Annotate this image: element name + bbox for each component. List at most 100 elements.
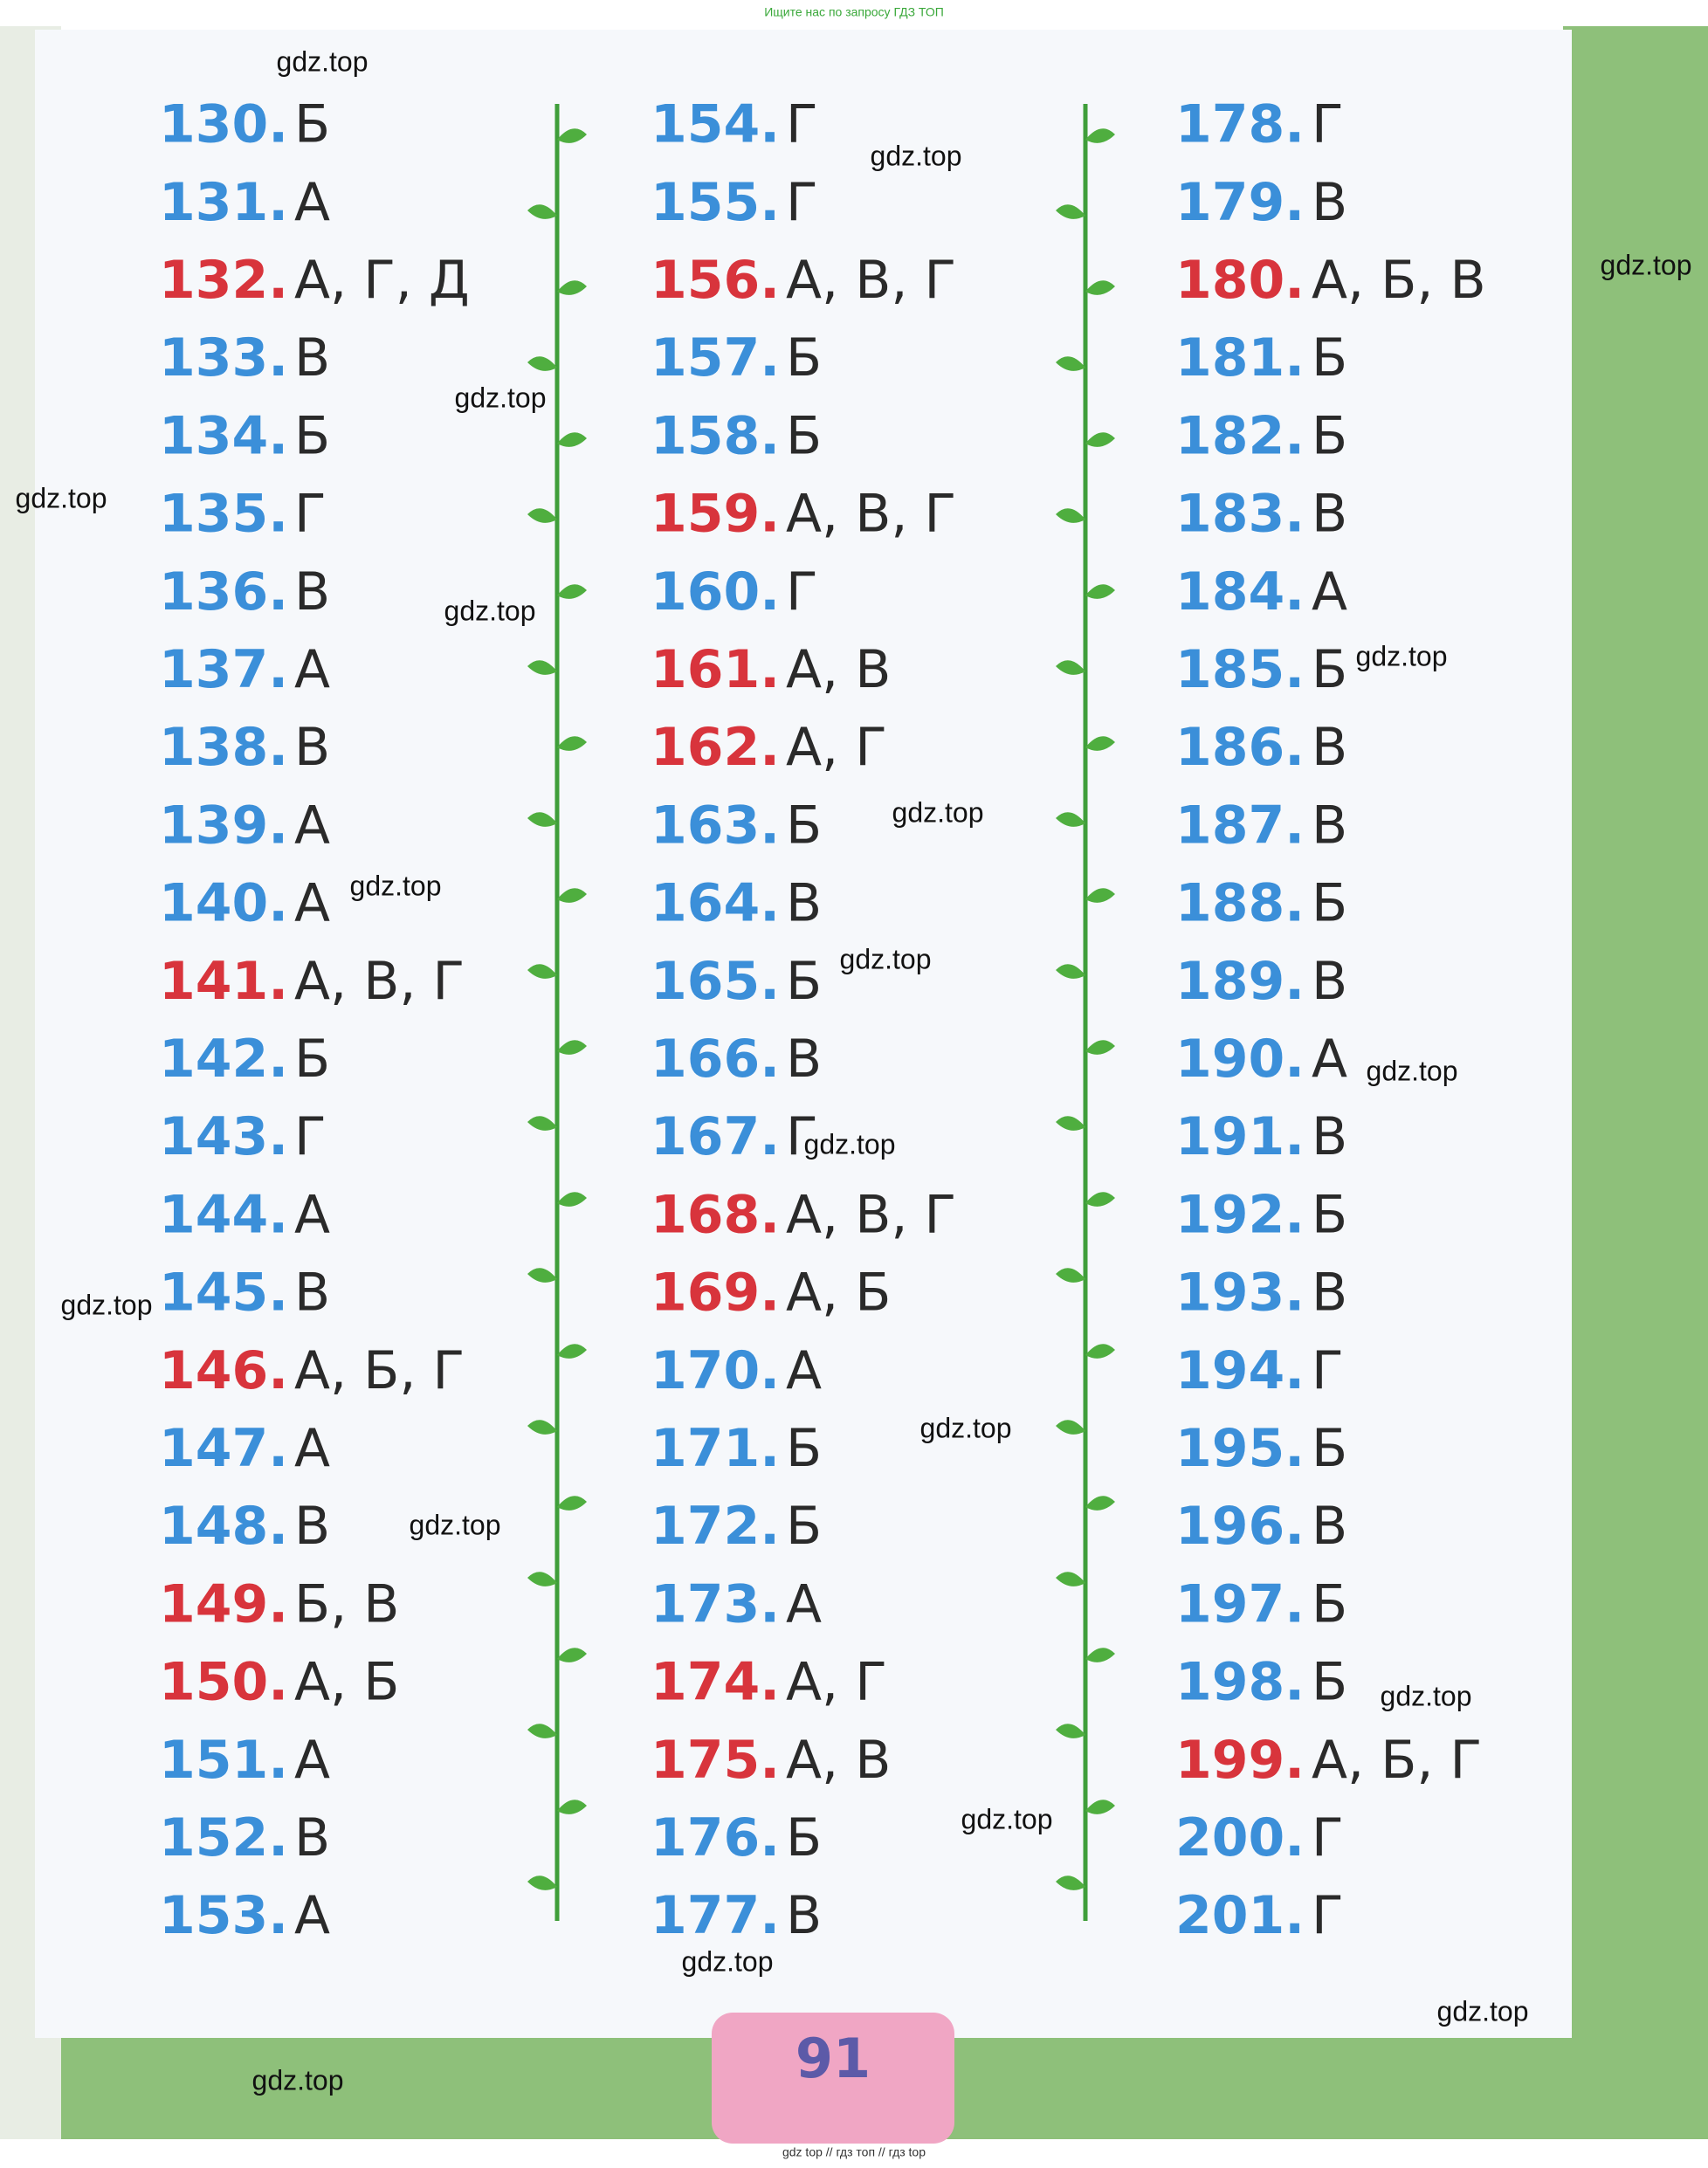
answer-number: 200. [1175,1807,1305,1869]
answer-number: 187. [1175,795,1305,856]
answer-number: 165. [651,951,780,1012]
watermark: gdz.top [1367,1055,1458,1086]
vine-leaf [1056,660,1085,675]
answer-letters: Б [1312,1573,1347,1635]
answer-letters: Б [1312,1418,1347,1479]
vine-leaf [1085,432,1115,447]
answer-letters: Г [1312,1807,1344,1869]
vine-leaf [1085,128,1115,143]
vine-leaf [1085,1192,1115,1207]
answer-number: 160. [651,561,780,623]
vine-leaf [1085,888,1115,903]
answer-letters: Б [1312,873,1347,934]
vine-leaf [527,1572,557,1586]
vine-leaf [557,432,587,447]
vine-leaf [557,888,587,903]
answer-letters: А, В, Г [786,1184,956,1245]
watermark: gdz.top [1356,640,1448,671]
vine-leaf [557,584,587,599]
answer-letters: А, Б, В [1312,250,1486,311]
answer-number: 183. [1175,484,1305,545]
answer-letters: Б [1312,639,1347,700]
vine-leaf [527,1116,557,1131]
answer-letters: Г [786,1106,818,1167]
answer-number: 151. [159,1730,288,1791]
watermark: gdz.top [1381,1680,1472,1711]
answer-letters: В [1312,717,1347,778]
answer-letters: В [1312,172,1347,233]
answer-letters: Б [786,405,822,466]
answer-number: 134. [159,405,288,466]
vine-leaf [1056,1724,1085,1738]
answer-number: 141. [159,951,288,1012]
watermark: gdz.top [16,482,107,513]
vine-leaf [1085,280,1115,295]
vine-leaf [557,1800,587,1814]
answer-number: 152. [159,1807,288,1869]
answer-letters: В [294,1263,330,1324]
answer-number: 133. [159,327,288,389]
watermark: gdz.top [455,382,547,413]
answer-letters: Б [294,1029,330,1090]
vine-leaf [1056,1420,1085,1435]
answer-letters: Б [786,1496,822,1557]
vine-leaf [1056,356,1085,371]
answer-number: 155. [651,172,780,233]
vine-leaf [1085,1648,1115,1662]
answer-letters: А [294,1885,330,1946]
answer-number: 146. [159,1340,288,1401]
sheet [35,30,1572,2038]
answer-number: 193. [1175,1263,1305,1324]
answer-letters: А [294,1184,330,1245]
answer-number: 147. [159,1418,288,1479]
vine-leaf [527,1420,557,1435]
answer-letters: А [294,1418,330,1479]
answer-letters: А, В, Г [294,951,465,1012]
answer-number: 195. [1175,1418,1305,1479]
watermark: gdz.top [804,1128,896,1160]
vine-leaf [527,1875,557,1890]
answer-letters: А [1312,1029,1347,1090]
answer-letters: А [786,1340,822,1401]
answer-number: 142. [159,1029,288,1090]
vine-leaf [527,660,557,675]
answer-letters: Б [786,327,822,389]
vine-leaf [1056,1572,1085,1586]
vine-leaf [557,1496,587,1511]
answer-number: 135. [159,484,288,545]
vine-leaf [557,1344,587,1359]
answer-number: 186. [1175,717,1305,778]
answer-number: 170. [651,1340,780,1401]
answer-number: 144. [159,1184,288,1245]
answer-letters: В [1312,1106,1347,1167]
vines [527,104,1115,1921]
answer-letters: А, Б [294,1652,399,1713]
answer-number: 143. [159,1106,288,1167]
answer-letters: А [294,795,330,856]
answer-number: 176. [651,1807,780,1869]
answer-letters: Г [294,1106,327,1167]
answer-letters: Б [786,1418,822,1479]
vine-leaf [1085,1344,1115,1359]
answer-number: 157. [651,327,780,389]
answer-number: 164. [651,873,780,934]
watermark: gdz.top [961,1803,1053,1834]
answer-number: 174. [651,1652,780,1713]
vine-leaf [1085,736,1115,751]
answer-number: 140. [159,873,288,934]
vine-leaf [1056,204,1085,219]
answer-number: 178. [1175,94,1305,155]
answer-number: 166. [651,1029,780,1090]
answer-letters: В [294,717,330,778]
answer-number: 158. [651,405,780,466]
answer-number: 189. [1175,951,1305,1012]
answer-letters: Б [786,1807,822,1869]
answer-number: 198. [1175,1652,1305,1713]
answer-letters: А, В, Г [786,250,956,311]
answer-letters: А [294,639,330,700]
answer-number: 132. [159,250,288,311]
green-edge [1563,26,1708,2139]
vine-leaf [1056,1268,1085,1283]
